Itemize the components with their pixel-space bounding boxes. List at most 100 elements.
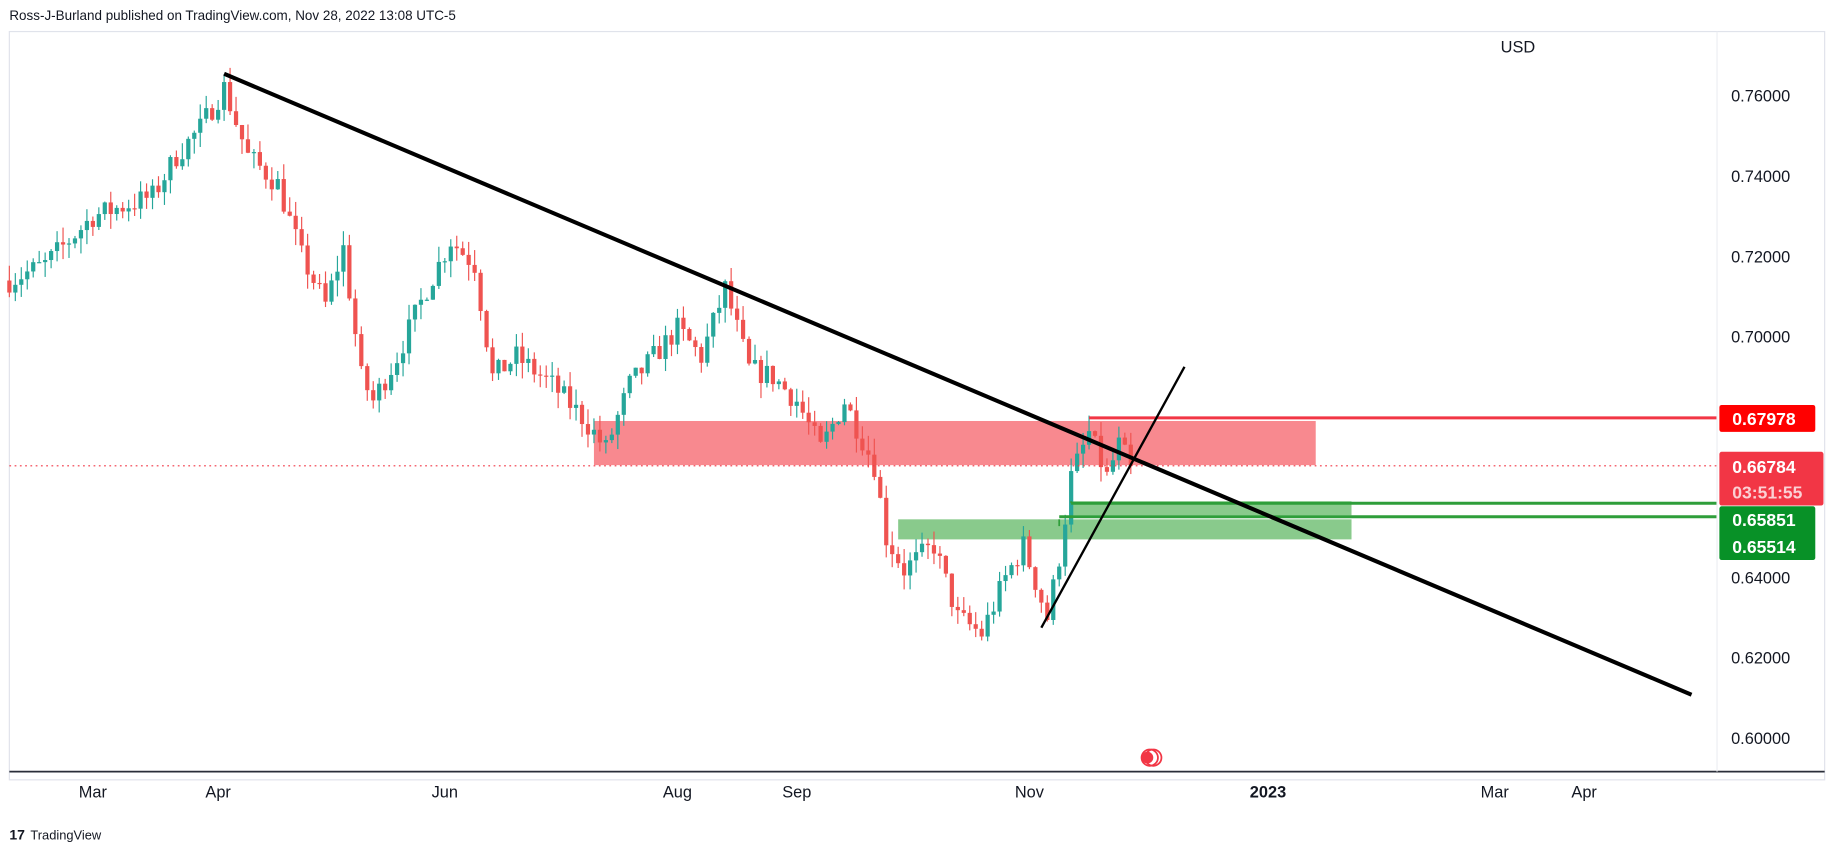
candle xyxy=(669,335,674,345)
candle xyxy=(890,545,895,555)
candle xyxy=(735,308,740,320)
candle xyxy=(25,271,30,280)
candle xyxy=(78,230,84,239)
candle xyxy=(878,476,883,498)
time-tick-label: 2023 xyxy=(1250,783,1286,801)
candle xyxy=(967,612,972,625)
candle xyxy=(526,358,531,363)
resistance-zone xyxy=(593,420,1316,466)
candle xyxy=(192,132,197,139)
candle xyxy=(1069,471,1074,525)
candle xyxy=(418,299,424,305)
price-axis[interactable]: 0.76000 0.74000 0.72000 0.70000 0.64000 0.620… xyxy=(1731,88,1790,748)
candle xyxy=(830,423,835,432)
candles-layer xyxy=(7,67,1133,642)
candle xyxy=(693,340,698,348)
candle xyxy=(1122,437,1127,445)
candle xyxy=(645,354,650,374)
tradingview-logo[interactable]: 17 TradingView xyxy=(9,826,102,842)
candle xyxy=(1110,460,1116,472)
candle xyxy=(794,401,799,406)
candle xyxy=(1027,536,1032,568)
time-tick-label: Apr xyxy=(205,783,231,801)
candle xyxy=(466,254,471,265)
candle xyxy=(973,624,978,629)
candle xyxy=(806,412,811,423)
candle xyxy=(1003,575,1008,582)
candle xyxy=(263,165,268,180)
candle xyxy=(723,281,728,308)
candle xyxy=(281,179,286,212)
candle xyxy=(162,180,167,193)
candle xyxy=(49,251,54,261)
candle xyxy=(424,299,430,301)
candle xyxy=(204,108,209,119)
support-zone-upper xyxy=(1071,501,1352,516)
time-tick-label: Apr xyxy=(1571,783,1597,801)
time-tick-label: Nov xyxy=(1015,783,1045,801)
time-axis[interactable]: Mar Apr Jun Aug Sep Nov 2023 Mar Apr xyxy=(79,783,1598,801)
candle xyxy=(979,628,984,637)
candle xyxy=(13,284,18,293)
candle xyxy=(997,581,1002,612)
candle xyxy=(896,554,901,564)
candle xyxy=(329,280,334,302)
candle xyxy=(907,560,913,576)
events-icon[interactable] xyxy=(1140,748,1163,767)
price-tick-label: 0.74000 xyxy=(1731,168,1790,186)
candle xyxy=(824,431,829,442)
candle xyxy=(848,404,853,411)
candle xyxy=(931,545,937,554)
candle xyxy=(460,248,465,255)
candle xyxy=(955,606,960,611)
candle xyxy=(1116,437,1121,461)
candle xyxy=(305,245,310,275)
last-price-label-bg xyxy=(1719,451,1824,506)
drawings-layer xyxy=(9,71,1718,697)
candle xyxy=(96,214,101,227)
candle xyxy=(854,410,859,439)
candle xyxy=(633,367,638,376)
candle xyxy=(562,386,567,393)
candle xyxy=(269,179,274,190)
candle xyxy=(520,346,525,363)
candle xyxy=(585,424,591,435)
candle xyxy=(902,563,907,576)
candle xyxy=(317,282,322,285)
candle xyxy=(776,381,781,385)
candle xyxy=(615,414,620,435)
candle xyxy=(299,229,304,246)
tradingview-brand: TradingView xyxy=(30,827,101,842)
candle xyxy=(347,245,352,299)
candle xyxy=(836,422,841,424)
candle xyxy=(711,312,716,337)
candle xyxy=(866,450,871,455)
candle xyxy=(961,610,966,613)
candle xyxy=(687,329,692,341)
candle xyxy=(758,360,764,384)
candle xyxy=(538,374,543,376)
descending-trendline xyxy=(223,71,1693,697)
candle xyxy=(788,389,793,406)
candle xyxy=(621,393,626,415)
candle xyxy=(764,365,770,384)
candle xyxy=(919,543,925,553)
candle xyxy=(311,274,316,283)
candle xyxy=(591,429,597,435)
candle xyxy=(180,159,185,167)
candle xyxy=(221,82,227,110)
candle xyxy=(7,280,12,293)
time-tick-label: Mar xyxy=(1481,783,1510,801)
candle xyxy=(108,202,113,215)
candle xyxy=(579,404,585,425)
candle xyxy=(609,434,614,441)
candle xyxy=(72,238,78,244)
candle xyxy=(1033,567,1038,590)
time-tick-label: Jun xyxy=(432,783,458,801)
candle xyxy=(275,179,280,190)
price-tick-label: 0.70000 xyxy=(1731,329,1790,347)
candle xyxy=(341,245,346,272)
candle xyxy=(54,242,60,252)
candle xyxy=(657,345,662,359)
